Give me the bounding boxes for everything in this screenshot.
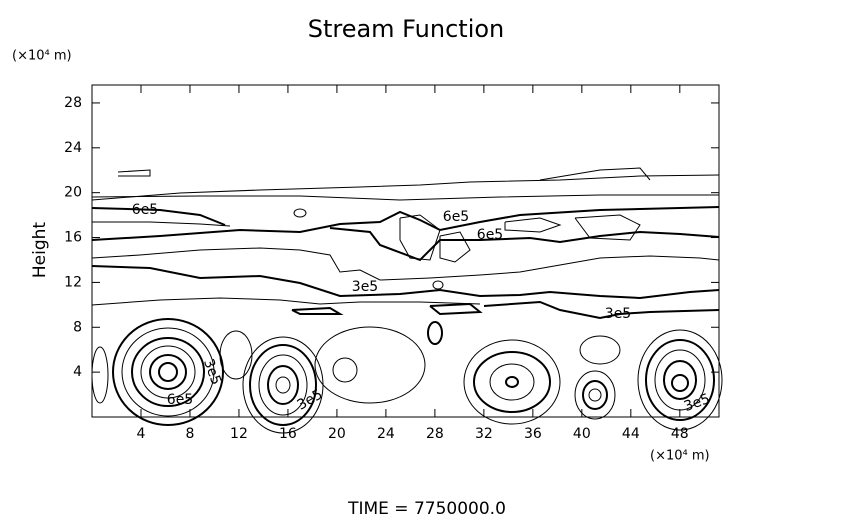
x-tick-label: 36 bbox=[524, 426, 542, 442]
x-tick-label: 40 bbox=[573, 426, 591, 442]
contour-label: 6e5 bbox=[443, 209, 469, 225]
x-tick-label: 4 bbox=[137, 426, 146, 442]
y-tick-label: 12 bbox=[64, 274, 82, 290]
y-tick-label: 20 bbox=[64, 185, 82, 201]
x-tick-label: 28 bbox=[426, 426, 444, 442]
x-tick-label: 32 bbox=[475, 426, 493, 442]
x-tick-label: 48 bbox=[671, 426, 689, 442]
x-tick-label: 16 bbox=[279, 426, 297, 442]
chart-title: Stream Function bbox=[308, 15, 505, 43]
footer: TIME = 7750000.0 bbox=[347, 499, 506, 519]
contour-label: 3e5 bbox=[605, 306, 631, 322]
x-tick-label: 44 bbox=[622, 426, 640, 442]
contour-label: 6e5 bbox=[132, 202, 158, 218]
contour-label: 6e5 bbox=[167, 392, 193, 408]
contour-label: 6e5 bbox=[477, 227, 503, 243]
x-tick-label: 20 bbox=[328, 426, 346, 442]
contours bbox=[91, 167, 723, 434]
y-tick-label: 28 bbox=[64, 95, 82, 111]
x-unit: (×10⁴ m) bbox=[650, 449, 710, 464]
y-tick-label: 4 bbox=[73, 364, 82, 380]
y-tick-label: 24 bbox=[64, 140, 82, 156]
x-tick-label: 8 bbox=[186, 426, 195, 442]
plot-frame bbox=[91, 84, 720, 418]
y-tick-label: 8 bbox=[73, 319, 82, 335]
y-axis-label: Height bbox=[30, 222, 50, 279]
x-tick-label: 12 bbox=[230, 426, 248, 442]
contour-label: 3e5 bbox=[352, 279, 378, 295]
y-tick-label: 16 bbox=[64, 230, 82, 246]
y-unit: (×10⁴ m) bbox=[12, 49, 72, 64]
x-tick-label: 24 bbox=[377, 426, 395, 442]
